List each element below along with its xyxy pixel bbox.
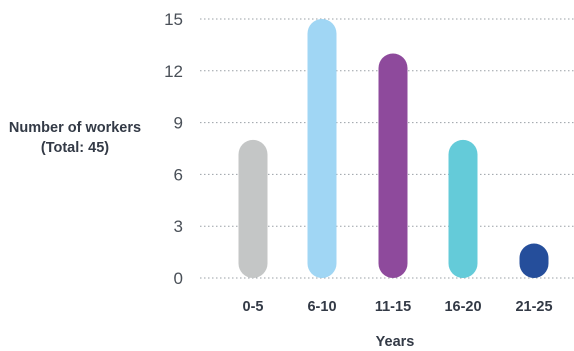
y-tick-label: 0 — [174, 269, 183, 288]
bar-0-5 — [238, 139, 268, 278]
x-tick-labels: 0-5 6-10 11-15 16-20 21-25 — [243, 299, 553, 315]
y-tick-label: 6 — [174, 165, 183, 184]
x-axis-label: Years — [376, 334, 415, 350]
bar-21-25 — [519, 243, 549, 278]
x-tick-label: 16-20 — [444, 299, 481, 315]
y-tick-labels: 0 3 6 9 12 15 — [164, 10, 183, 288]
x-tick-label: 0-5 — [243, 299, 264, 315]
y-axis-label: Number of workers (Total: 45) — [0, 118, 150, 158]
x-tick-label: 6-10 — [307, 299, 336, 315]
y-tick-label: 3 — [174, 217, 183, 236]
y-axis-subtitle: (Total: 45) — [40, 140, 110, 156]
y-tick-label: 9 — [174, 114, 183, 133]
x-tick-label: 21-25 — [515, 299, 552, 315]
x-tick-label: 11-15 — [375, 299, 411, 315]
y-axis-title: Number of workers — [8, 120, 142, 136]
bar-16-20 — [448, 139, 478, 278]
bar-6-10 — [307, 19, 337, 278]
bars — [238, 19, 549, 279]
bar-11-15 — [378, 53, 408, 279]
y-tick-label: 12 — [164, 62, 183, 81]
y-tick-label: 15 — [164, 10, 183, 29]
